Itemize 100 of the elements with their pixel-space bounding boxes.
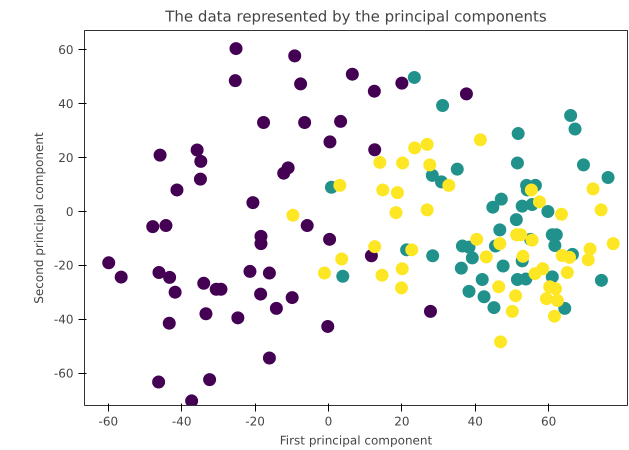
point [152, 266, 166, 279]
point [395, 76, 408, 90]
y-tick-label: 20 [58, 150, 74, 165]
point [512, 127, 525, 140]
y-tick-label: 60 [58, 42, 74, 57]
point [516, 250, 530, 263]
point [408, 70, 421, 84]
point [476, 273, 489, 286]
point [243, 264, 256, 278]
point [154, 148, 167, 162]
point [197, 276, 210, 290]
point [262, 352, 276, 365]
point [494, 192, 508, 206]
point [298, 116, 312, 129]
point [394, 281, 408, 294]
point [389, 206, 402, 220]
point [423, 158, 436, 172]
point [190, 144, 204, 157]
point [478, 290, 491, 304]
point [300, 219, 314, 232]
point [168, 286, 182, 299]
point [506, 304, 519, 318]
point [159, 219, 172, 232]
point [487, 301, 500, 314]
point [564, 108, 578, 122]
point [335, 252, 348, 266]
point [286, 208, 300, 222]
point [230, 42, 243, 56]
point [368, 143, 382, 156]
point [436, 99, 450, 112]
point [563, 250, 576, 264]
point [492, 280, 506, 294]
x-tick-label: -60 [98, 414, 118, 428]
point [550, 294, 564, 308]
point [323, 135, 336, 148]
y-axis-title: Second principal component [32, 132, 46, 304]
point [494, 335, 508, 348]
point [231, 311, 244, 324]
point [454, 262, 468, 275]
point [474, 133, 487, 146]
point [262, 266, 276, 280]
y-tick-label: -20 [54, 258, 74, 273]
point [318, 266, 331, 280]
point [493, 223, 506, 236]
point [257, 116, 270, 129]
point [376, 183, 390, 196]
point [568, 122, 582, 136]
point [594, 203, 608, 216]
point [203, 373, 216, 386]
point [146, 220, 160, 234]
point [390, 186, 404, 200]
x-tick-label: -40 [172, 414, 192, 428]
point [426, 249, 440, 262]
point [286, 291, 299, 304]
point [462, 284, 476, 298]
point [288, 49, 302, 62]
point [420, 203, 434, 216]
point [560, 266, 574, 279]
point [185, 394, 198, 406]
y-tick-label: 0 [66, 204, 74, 219]
point [294, 77, 308, 90]
point [405, 243, 418, 256]
point [540, 292, 553, 306]
point [532, 195, 546, 208]
point [470, 232, 484, 246]
point [396, 262, 409, 276]
point [493, 237, 506, 250]
point [163, 270, 176, 284]
point [548, 239, 562, 252]
point [246, 196, 260, 210]
point [496, 260, 510, 273]
point [270, 302, 283, 315]
point [548, 310, 561, 323]
x-axis-title: First principal component [280, 434, 433, 448]
point [102, 256, 116, 270]
point [408, 141, 422, 154]
point [114, 270, 128, 284]
point [594, 274, 608, 287]
point [558, 302, 572, 315]
point [420, 138, 434, 151]
x-tick-label: -20 [245, 414, 265, 428]
point [584, 242, 597, 256]
point [323, 232, 336, 246]
point [524, 183, 538, 196]
point [254, 288, 268, 301]
point [199, 307, 212, 320]
point [333, 178, 346, 192]
point [536, 262, 550, 276]
point [277, 166, 290, 180]
point [346, 68, 359, 81]
point [442, 178, 456, 192]
point [170, 183, 184, 196]
point [373, 156, 386, 169]
point [586, 182, 600, 196]
point [334, 114, 348, 128]
x-tick-label: 40 [468, 414, 483, 428]
point [450, 162, 464, 176]
point [509, 289, 522, 302]
point [602, 171, 615, 184]
point [194, 172, 207, 186]
